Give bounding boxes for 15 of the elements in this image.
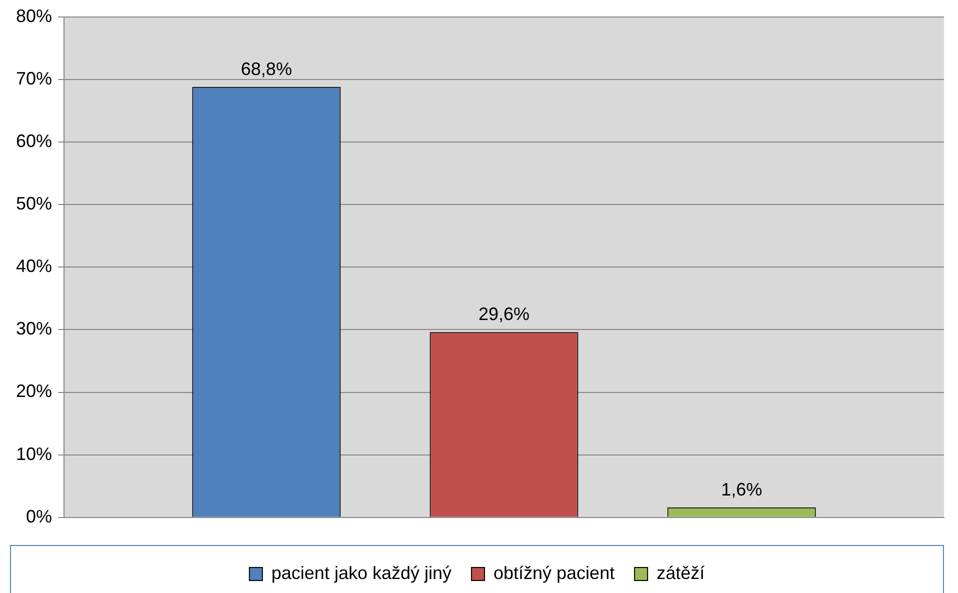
legend-label: obtížný pacient (494, 562, 615, 583)
y-tick-label: 10% (16, 444, 52, 464)
y-tick-label: 50% (16, 193, 52, 214)
y-tick-label: 30% (16, 318, 52, 339)
y-tick-label: 40% (16, 256, 52, 276)
y-tick-label: 0% (26, 506, 52, 526)
data-label: 1,6% (721, 479, 762, 500)
legend-label: zátěží (656, 562, 705, 583)
data-label: 29,6% (478, 304, 530, 324)
y-tick-label: 80% (16, 6, 52, 26)
data-label: 68,8% (240, 58, 292, 79)
y-tick-label: 20% (16, 381, 52, 402)
legend-label: pacient jako každý jiný (271, 562, 452, 583)
y-tick-label: 60% (16, 130, 52, 151)
y-tick-label: 70% (16, 68, 52, 88)
